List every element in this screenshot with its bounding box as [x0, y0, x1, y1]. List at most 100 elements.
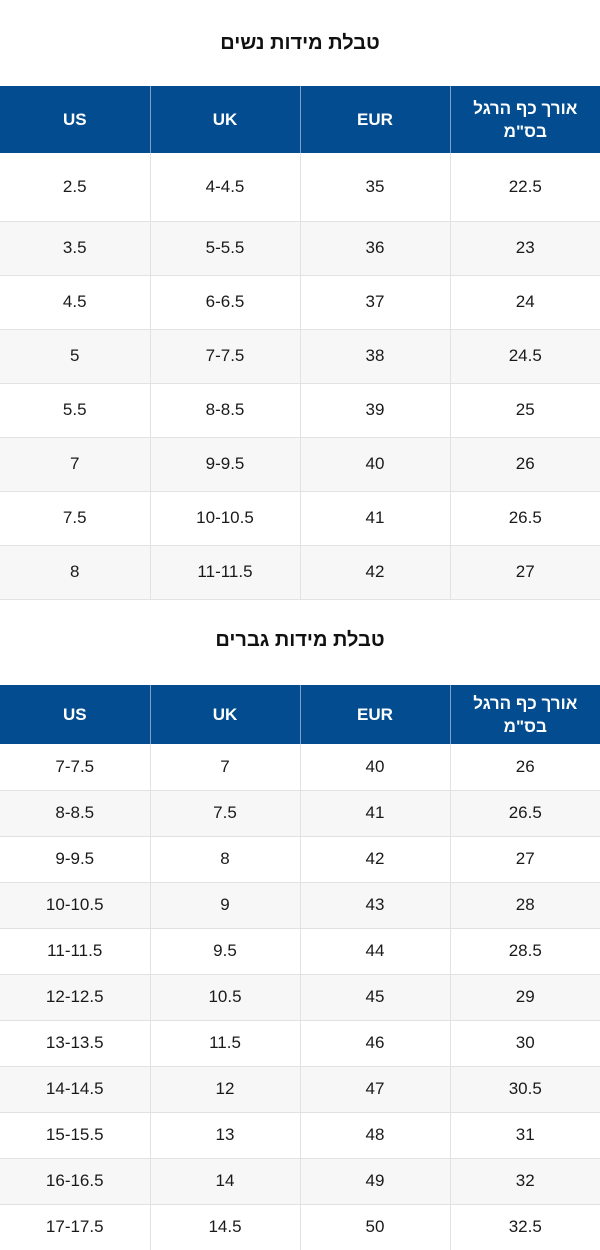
cell-uk: 12 [150, 1066, 301, 1113]
cell-us: 7-7.5 [0, 744, 151, 791]
cell-uk: 8 [150, 836, 301, 883]
cell-us: 9-9.5 [0, 836, 151, 883]
table-row: 11-11.5 9.5 44 28.5 [0, 928, 600, 975]
cell-eur: 47 [300, 1066, 451, 1113]
header-us: US [0, 685, 151, 744]
cell-cm: 31 [450, 1112, 600, 1159]
cell-uk: 9.5 [150, 928, 301, 975]
cell-uk: 9 [150, 882, 301, 929]
cell-us: 14-14.5 [0, 1066, 151, 1113]
table-row: 3.5 5-5.5 36 23 [0, 221, 600, 276]
cell-uk: 14.5 [150, 1204, 301, 1250]
cell-eur: 38 [300, 329, 451, 384]
cell-uk: 5-5.5 [150, 221, 301, 276]
cell-eur: 50 [300, 1204, 451, 1250]
cell-cm: 26.5 [450, 790, 600, 837]
cell-cm: 30.5 [450, 1066, 600, 1113]
cell-cm: 24 [450, 275, 600, 330]
header-us: US [0, 86, 151, 153]
table-row: 7-7.5 7 40 26 [0, 744, 600, 791]
cell-eur: 48 [300, 1112, 451, 1159]
header-eur: EUR [300, 86, 451, 153]
cell-cm: 26.5 [450, 491, 600, 546]
table-row: 2.5 4-4.5 35 22.5 [0, 153, 600, 222]
cell-us: 4.5 [0, 275, 151, 330]
women-size-chart-title: טבלת מידות נשים [220, 32, 380, 54]
women-rows: 2.5 4-4.5 35 22.5 3.5 5-5.5 36 23 4.5 6-6.5 37 24 5 7… [0, 153, 600, 600]
header-foot-length-cm: אורך כף הרגל בס"מ [450, 685, 600, 744]
cell-uk: 7-7.5 [150, 329, 301, 384]
cell-uk: 11-11.5 [150, 545, 301, 600]
table-row: 7 9-9.5 40 26 [0, 437, 600, 492]
table-row: 17-17.5 14.5 50 32.5 [0, 1204, 600, 1250]
cell-cm: 22.5 [450, 153, 600, 222]
cell-uk: 7 [150, 744, 301, 791]
cell-eur: 49 [300, 1158, 451, 1205]
cell-eur: 42 [300, 836, 451, 883]
cell-eur: 36 [300, 221, 451, 276]
men-rows: 7-7.5 7 40 26 8-8.5 7.5 41 26.5 9-9.5 8 42 27 10-10.… [0, 744, 600, 1250]
table-row: 12-12.5 10.5 45 29 [0, 974, 600, 1021]
cell-eur: 46 [300, 1020, 451, 1067]
header-foot-length-cm: אורך כף הרגל בס"מ [450, 86, 600, 153]
cell-cm: 27 [450, 836, 600, 883]
cell-cm: 30 [450, 1020, 600, 1067]
cell-cm: 32 [450, 1158, 600, 1205]
cell-us: 16-16.5 [0, 1158, 151, 1205]
header-uk: UK [150, 685, 301, 744]
cell-eur: 44 [300, 928, 451, 975]
cell-us: 10-10.5 [0, 882, 151, 929]
cell-us: 2.5 [0, 153, 151, 222]
cell-eur: 41 [300, 790, 451, 837]
cell-eur: 43 [300, 882, 451, 929]
cell-eur: 45 [300, 974, 451, 1021]
cell-cm: 28 [450, 882, 600, 929]
table-row: 15-15.5 13 48 31 [0, 1112, 600, 1159]
men-size-table: US UK EUR אורך כף הרגל בס"מ 7-7.5 7 40 26 8-… [0, 685, 600, 1250]
header-eur: EUR [300, 685, 451, 744]
header-uk: UK [150, 86, 301, 153]
cell-cm: 32.5 [450, 1204, 600, 1250]
cell-cm: 26 [450, 437, 600, 492]
table-row: 9-9.5 8 42 27 [0, 836, 600, 883]
table-row: 14-14.5 12 47 30.5 [0, 1066, 600, 1113]
cell-us: 13-13.5 [0, 1020, 151, 1067]
men-size-chart-title: טבלת מידות גברים [215, 629, 385, 651]
table-row: 8 11-11.5 42 27 [0, 545, 600, 600]
cell-us: 5.5 [0, 383, 151, 438]
cell-cm: 27 [450, 545, 600, 600]
cell-cm: 28.5 [450, 928, 600, 975]
cell-eur: 37 [300, 275, 451, 330]
table-row: 5 7-7.5 38 24.5 [0, 329, 600, 384]
cell-us: 11-11.5 [0, 928, 151, 975]
cell-us: 7.5 [0, 491, 151, 546]
cell-uk: 4-4.5 [150, 153, 301, 222]
cell-us: 17-17.5 [0, 1204, 151, 1250]
cell-us: 8-8.5 [0, 790, 151, 837]
cell-eur: 40 [300, 744, 451, 791]
cell-uk: 11.5 [150, 1020, 301, 1067]
cell-eur: 39 [300, 383, 451, 438]
cell-eur: 42 [300, 545, 451, 600]
cell-uk: 9-9.5 [150, 437, 301, 492]
cell-eur: 41 [300, 491, 451, 546]
cell-uk: 6-6.5 [150, 275, 301, 330]
cell-us: 15-15.5 [0, 1112, 151, 1159]
table-header-row: US UK EUR אורך כף הרגל בס"מ [0, 86, 600, 153]
cell-cm: 26 [450, 744, 600, 791]
table-row: 13-13.5 11.5 46 30 [0, 1020, 600, 1067]
cell-cm: 23 [450, 221, 600, 276]
cell-us: 8 [0, 545, 151, 600]
cell-us: 5 [0, 329, 151, 384]
cell-eur: 40 [300, 437, 451, 492]
cell-cm: 29 [450, 974, 600, 1021]
cell-uk: 8-8.5 [150, 383, 301, 438]
cell-cm: 24.5 [450, 329, 600, 384]
women-size-table: US UK EUR אורך כף הרגל בס"מ 2.5 4-4.5 35 22… [0, 86, 600, 600]
cell-cm: 25 [450, 383, 600, 438]
table-row: 8-8.5 7.5 41 26.5 [0, 790, 600, 837]
cell-uk: 13 [150, 1112, 301, 1159]
table-row: 16-16.5 14 49 32 [0, 1158, 600, 1205]
cell-us: 3.5 [0, 221, 151, 276]
cell-us: 12-12.5 [0, 974, 151, 1021]
